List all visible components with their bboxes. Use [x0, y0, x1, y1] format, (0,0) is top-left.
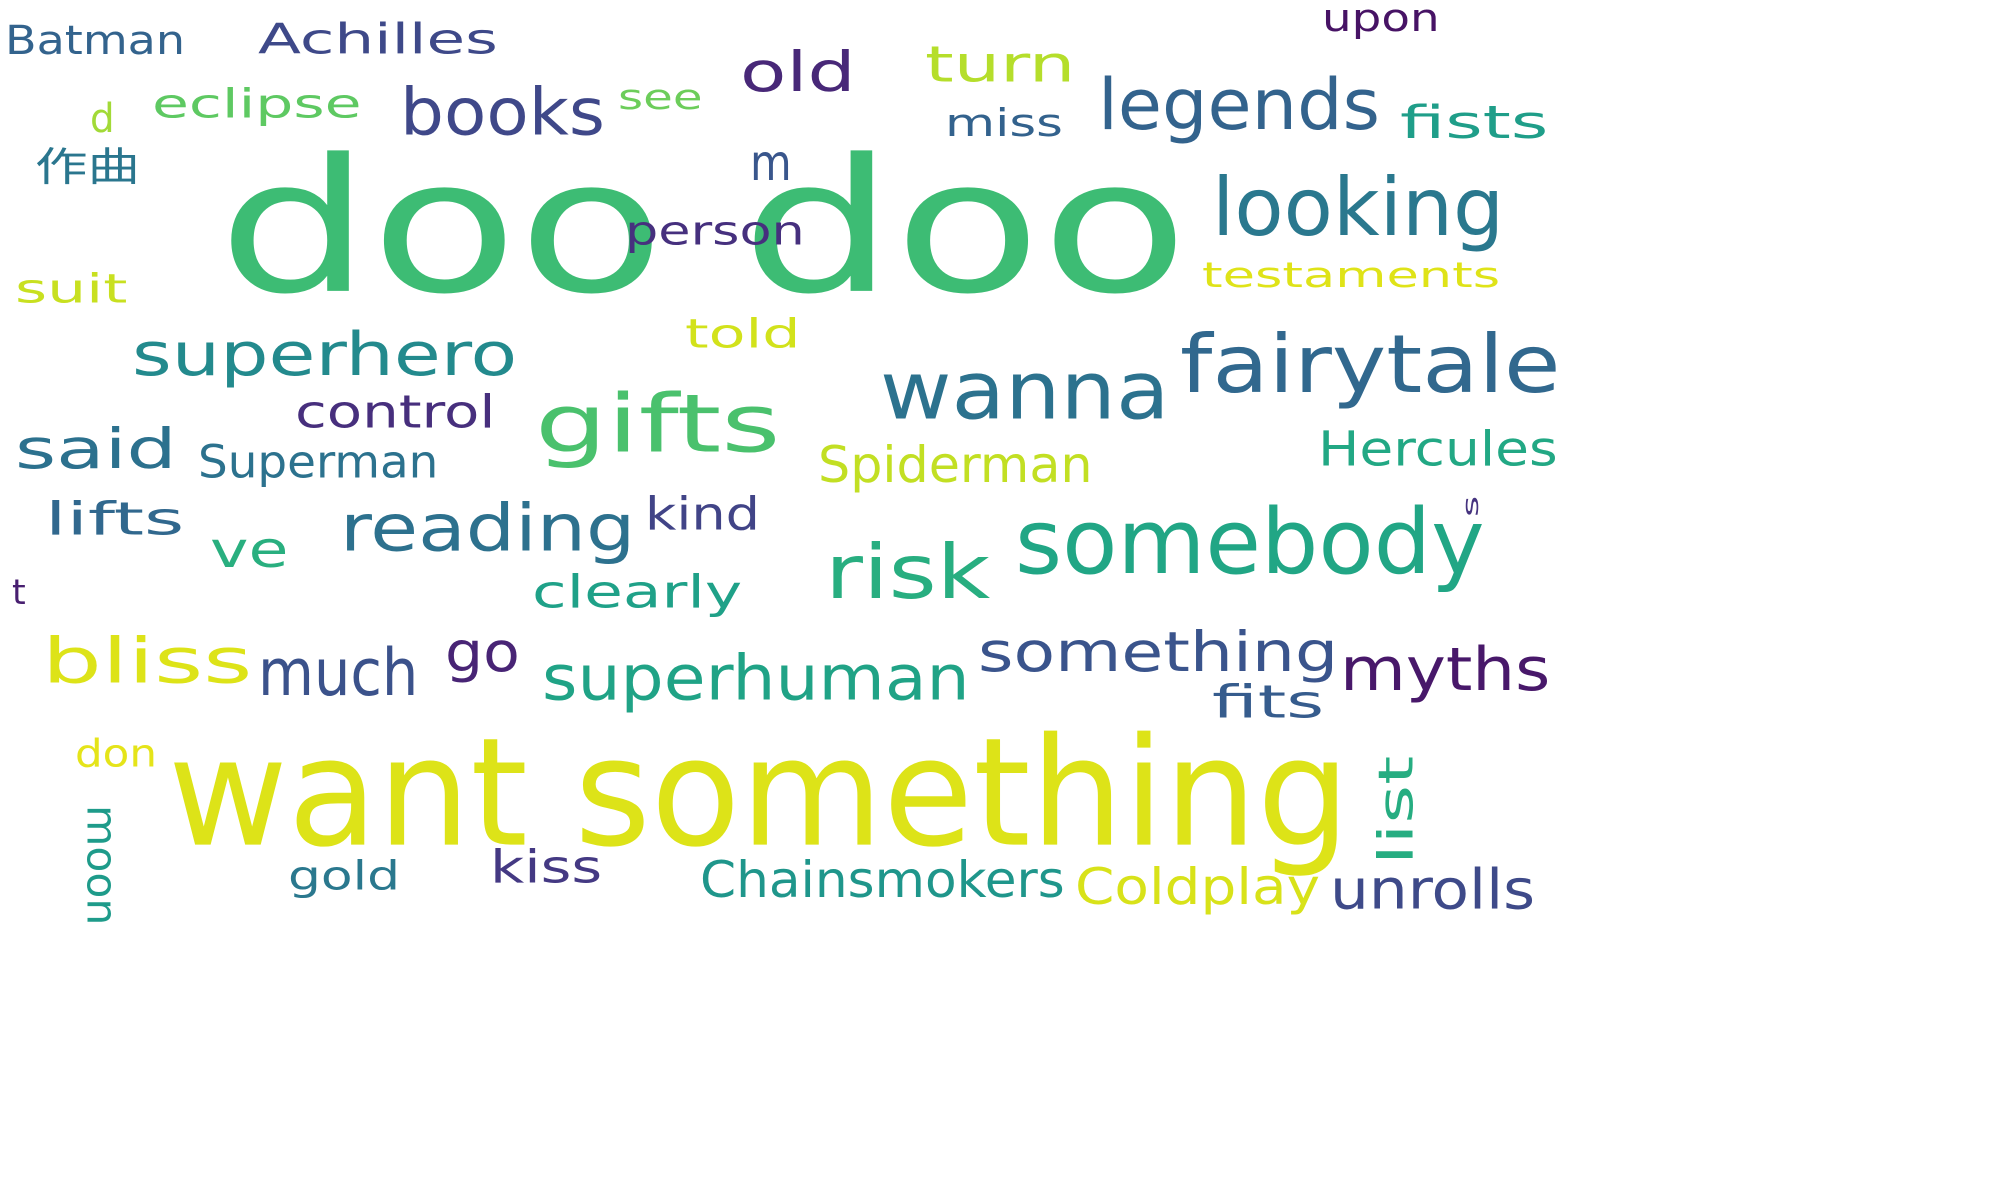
- word-fits: fits: [1212, 676, 1325, 729]
- word-legends: legends: [1098, 63, 1380, 146]
- word-books: books: [400, 73, 605, 151]
- word-something: something: [978, 620, 1339, 684]
- word-don: don: [75, 731, 157, 776]
- word-much: much: [258, 634, 419, 711]
- word-gold: gold: [288, 853, 401, 900]
- word-clearly: clearly: [532, 566, 743, 619]
- word-superman: Superman: [198, 436, 439, 489]
- word-m: m: [750, 133, 792, 192]
- word-d: d: [90, 94, 115, 142]
- word-risk: risk: [825, 528, 991, 616]
- word-wanna: wanna: [880, 345, 1170, 438]
- word-achilles: Achilles: [258, 14, 498, 64]
- word-gifts: gifts: [535, 377, 781, 472]
- word-spiderman: Spiderman: [818, 436, 1093, 494]
- word-testaments: testaments: [1202, 254, 1501, 296]
- word-doo-doo: doo doo: [218, 119, 1189, 335]
- word-turn: turn: [925, 35, 1076, 95]
- word-superhero: superhero: [132, 320, 518, 390]
- word-lifts: lifts: [45, 493, 185, 546]
- word-batman: Batman: [5, 16, 186, 64]
- word-person: person: [625, 208, 805, 255]
- word-eclipse: eclipse: [152, 81, 362, 128]
- word-go: go: [445, 620, 520, 685]
- word-told: told: [685, 311, 801, 358]
- word-kind: kind: [645, 488, 761, 541]
- word-kiss: kiss: [490, 841, 603, 894]
- word-upon: upon: [1322, 0, 1440, 41]
- word-want-something: want something: [168, 704, 1351, 881]
- word-hercules: Hercules: [1318, 421, 1558, 477]
- word-chainsmokers: Chainsmokers: [700, 851, 1065, 909]
- word-somebody: somebody: [1015, 490, 1485, 595]
- word-suit: suit: [15, 266, 128, 313]
- word-t: t: [12, 572, 26, 613]
- word-reading: reading: [340, 491, 636, 567]
- word-control: control: [295, 386, 496, 439]
- word-s: s: [1458, 495, 1484, 517]
- word-zuoqu: 作曲: [35, 144, 140, 191]
- word-fairytale: fairytale: [1180, 318, 1561, 411]
- word-ve: ve: [210, 520, 289, 579]
- word-said: said: [15, 417, 177, 482]
- word-fists: fists: [1400, 96, 1549, 149]
- word-miss: miss: [945, 101, 1063, 146]
- word-see: see: [618, 76, 703, 118]
- word-bliss: bliss: [42, 624, 253, 698]
- word-old: old: [740, 40, 856, 105]
- word-moon: moon: [76, 805, 126, 926]
- word-myths: myths: [1340, 635, 1551, 705]
- word-list: list: [1367, 755, 1425, 865]
- word-superhuman: superhuman: [542, 643, 970, 715]
- word-unrolls: unrolls: [1330, 857, 1536, 922]
- word-coldplay: Coldplay: [1075, 858, 1320, 916]
- word-looking: looking: [1212, 161, 1505, 254]
